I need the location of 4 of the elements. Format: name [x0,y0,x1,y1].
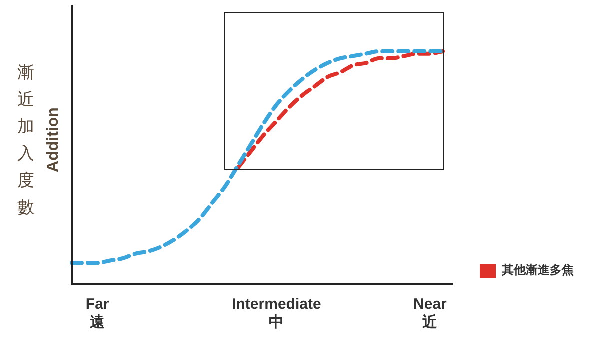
x-tick-label: Intermediate 中 [232,296,322,332]
x-tick-label: Near 近 [414,296,448,332]
x-tick-label: Far 遠 [86,296,110,332]
legend-label: 其他漸進多焦 [502,262,574,279]
